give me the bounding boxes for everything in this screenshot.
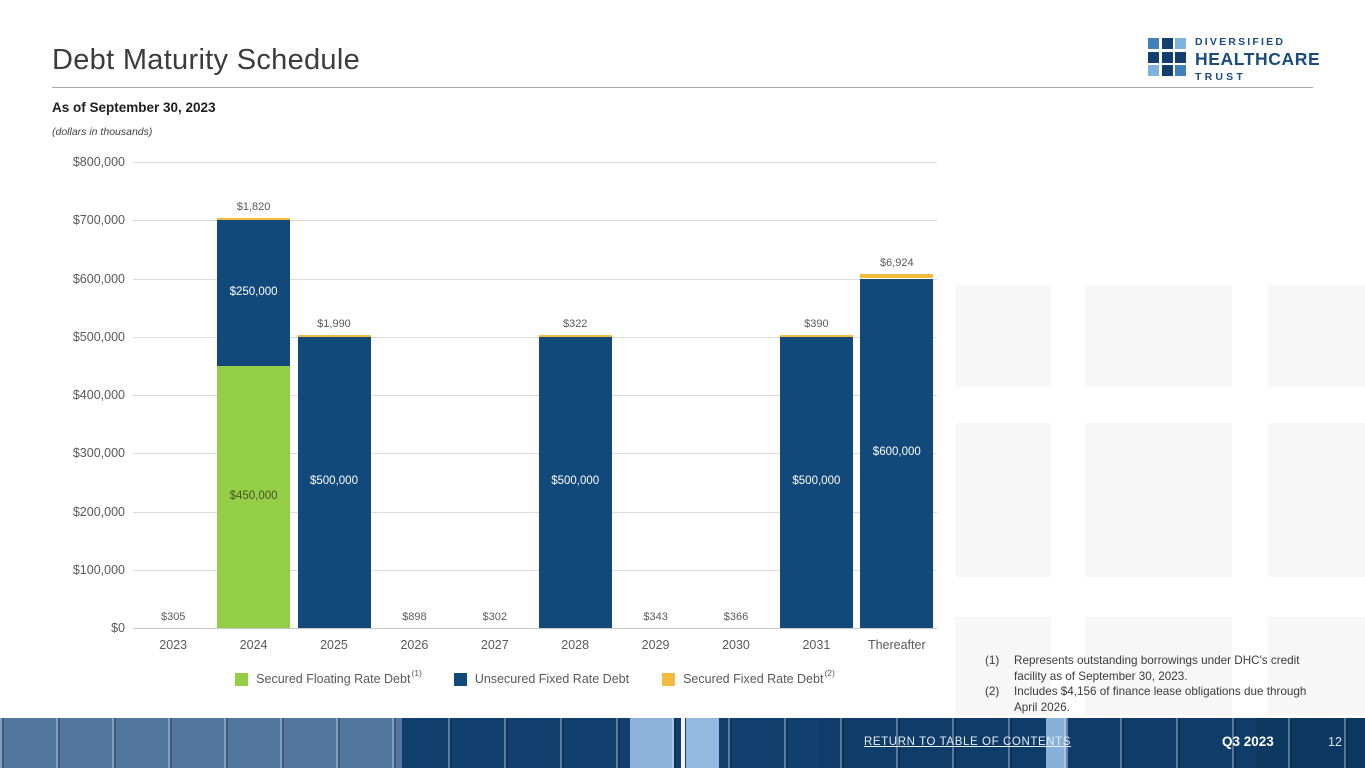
y-axis-tick: $400,000 [72,388,125,402]
as-of-date: As of September 30, 2023 [52,100,216,115]
image-placeholder [955,285,1051,387]
gridline [133,278,937,280]
gridline [133,162,937,163]
y-axis-tick: $200,000 [72,504,125,519]
image-placeholder [1268,617,1365,715]
quarter-label: Q3 2023 [1222,734,1274,749]
bar-value-label: $898 [402,611,427,623]
legend-item-unsecured-fixed: Unsecured Fixed Rate Debt [453,672,630,686]
bar-segment-navy [297,336,371,628]
page-title: Debt Maturity Schedule [52,44,361,76]
y-axis-tick: $300,000 [72,446,125,461]
chart-legend: Secured Floating Rate Debt (1) Unsecured… [133,668,937,686]
yellow-swatch-icon [662,672,676,686]
y-axis-tick: $600,000 [72,271,125,286]
gridline [133,569,937,571]
x-axis-tick: 2029 [641,638,670,652]
x-axis-tick: 2026 [400,638,429,652]
bar-segment-navy [538,336,612,628]
footer-photo-band [0,718,1365,768]
segment-value-label: $500,000 [792,475,841,488]
bar-value-label: $366 [723,611,749,623]
return-to-toc-link[interactable]: RETURN TO TABLE OF CONTENTS [864,736,1072,748]
x-axis-tick: 2024 [239,638,268,652]
bar-segment-navy [779,336,853,628]
image-placeholder [1268,285,1365,387]
segment-value-label: $450,000 [229,489,278,502]
gridline [133,336,937,338]
title-divider [52,87,1313,88]
footnotes: (1) Represents outstanding borrowings un… [985,653,1357,715]
image-placeholder [955,423,1051,577]
green-swatch-icon [235,672,249,686]
bar-segment-yellow [297,334,371,337]
y-axis-tick: $0 [111,621,125,635]
units-note: (dollars in thousands) [52,126,153,138]
legend-item-secured-fixed: Secured Fixed Rate Debt (2) [662,668,835,686]
bar-segment-navy [860,278,934,628]
bar-value-label: $302 [482,611,508,623]
bar-value-label: $6,924 [879,257,914,270]
gridline [133,220,937,222]
segment-value-label: $250,000 [229,286,278,299]
bar-segment-yellow [217,218,291,221]
x-axis-tick: 2030 [722,638,750,652]
gridline [133,395,937,396]
x-axis-tick: 2023 [159,638,188,652]
gridline [133,628,937,629]
image-placeholder [1085,617,1232,715]
logo-grid-icon [1148,38,1186,83]
bar-value-label: $390 [804,317,829,330]
footnote-2: (2) Includes $4,156 of finance lease obl… [985,685,1307,714]
y-axis-tick: $100,000 [72,562,125,577]
bar-segment-navy [217,220,291,366]
x-axis-tick: 2028 [561,638,590,652]
bar-segment-yellow [538,334,612,337]
x-axis-tick: 2025 [320,638,348,652]
logo-text: DIVERSIFIED HEALTHCARE TRUST [1195,36,1321,83]
company-logo: DIVERSIFIED HEALTHCARE TRUST [1148,36,1320,83]
bar-value-label: $343 [643,611,668,623]
x-axis-tick: Thereafter [867,638,926,652]
bar-segment-yellow [779,334,853,337]
y-axis-tick: $500,000 [72,329,125,344]
image-placeholder [1268,423,1365,577]
segment-value-label: $500,000 [310,475,358,488]
x-axis-tick: 2031 [802,638,831,652]
segment-value-label: $500,000 [551,475,600,488]
y-axis-tick: $800,000 [72,155,125,169]
y-axis-tick: $700,000 [72,213,125,228]
bar-segment-yellow [860,274,934,279]
bar-segment-green [217,365,291,628]
segment-value-label: $600,000 [872,446,921,459]
image-placeholder [1085,423,1232,577]
legend-item-secured-floating: Secured Floating Rate Debt (1) [235,668,422,686]
x-axis-tick: 2027 [480,638,509,652]
page-number: 12 [1328,735,1342,749]
bar-value-label: $1,990 [317,317,351,330]
bar-value-label: $305 [160,611,186,623]
footnote-marker: (2) [824,668,835,678]
gridline [133,511,937,513]
footnote-1: (1) Represents outstanding borrowings un… [985,654,1300,683]
gridline [133,453,937,455]
image-placeholder [955,617,1051,715]
bar-value-label: $322 [562,317,588,330]
footnote-marker: (1) [411,668,422,678]
bar-value-label: $1,820 [236,201,271,214]
navy-swatch-icon [453,672,467,686]
image-placeholder [1085,285,1232,387]
